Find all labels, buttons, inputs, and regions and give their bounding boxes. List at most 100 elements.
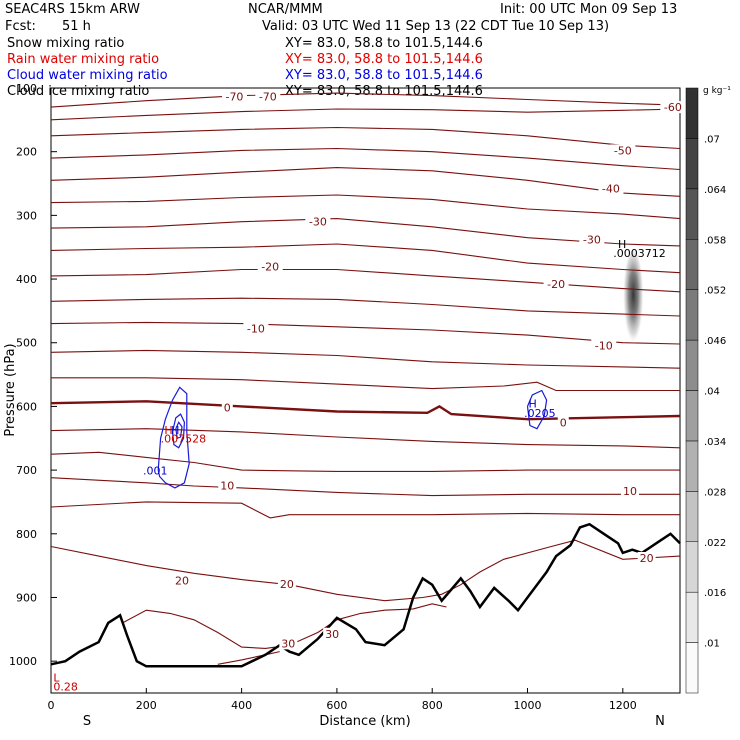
label-backdrop bbox=[610, 144, 636, 157]
snow-mixing-ratio-shading bbox=[622, 250, 644, 350]
isotherm-label: 0 bbox=[224, 402, 231, 415]
isotherm-label: -30 bbox=[583, 234, 601, 247]
label-backdrop bbox=[243, 322, 269, 335]
colorbar-cell bbox=[685, 440, 699, 492]
cloud-water-contour bbox=[175, 421, 183, 440]
isotherm-label: -70 bbox=[259, 90, 277, 103]
isotherm-label: -30 bbox=[309, 216, 327, 229]
isotherm-line bbox=[50, 108, 681, 121]
y-tick-label: 400 bbox=[16, 273, 37, 286]
extremum-label: .0003712 bbox=[613, 247, 666, 260]
label-backdrop bbox=[620, 485, 639, 498]
isotherm-line bbox=[50, 451, 680, 472]
plot-area: -70 -70 -60 -50 -40 -30 -30 -20 -20 -10 -10 0 0 10 10 2… bbox=[50, 87, 686, 694]
x-tick-label: 1000 bbox=[514, 699, 542, 712]
x-tick-label: 200 bbox=[136, 699, 157, 712]
extremum-label: .001 bbox=[143, 465, 168, 478]
colorbar-label: .01 bbox=[704, 639, 720, 650]
center-title: NCAR/MMM bbox=[248, 2, 323, 17]
isotherm-line bbox=[50, 218, 681, 247]
isotherm-line bbox=[50, 539, 681, 602]
isotherm-line bbox=[50, 321, 681, 345]
extremum-label: .0205 bbox=[524, 407, 556, 420]
model-title: SEAC4RS 15km ARW bbox=[5, 2, 140, 17]
colorbar-cell bbox=[685, 188, 699, 240]
temperature-contours bbox=[50, 92, 681, 665]
label-backdrop bbox=[660, 101, 686, 114]
isotherm-line bbox=[50, 268, 681, 293]
forecast-label: Fcst: bbox=[5, 19, 36, 34]
y-tick-label: 600 bbox=[16, 400, 37, 413]
isotherm-label: -20 bbox=[547, 278, 565, 291]
isotherm-label: -60 bbox=[664, 101, 682, 114]
cloud-water-contour bbox=[526, 389, 548, 430]
y-tick-label: 800 bbox=[16, 528, 37, 541]
y-axis-title: Pressure (hPa) bbox=[3, 343, 18, 436]
valid-time: Valid: 03 UTC Wed 11 Sep 13 (22 CDT Tue … bbox=[262, 19, 609, 34]
isotherm-label: 0 bbox=[560, 416, 567, 429]
isotherm-label: 30 bbox=[281, 637, 295, 650]
isotherm-line bbox=[50, 297, 681, 317]
isotherm-line bbox=[50, 194, 681, 220]
extremum-label: H bbox=[618, 238, 626, 251]
isotherm-line bbox=[50, 349, 681, 369]
label-backdrop bbox=[218, 479, 237, 492]
colorbar-label: .022 bbox=[704, 538, 726, 549]
y-tick-label: 900 bbox=[16, 591, 37, 604]
field-name: Cloud water mixing ratio bbox=[7, 68, 168, 83]
x-end-right: N bbox=[655, 714, 665, 729]
isotherm-line bbox=[51, 377, 680, 392]
isotherm-line bbox=[50, 243, 681, 274]
extremum-label: 0.28 bbox=[53, 680, 78, 693]
colorbar-units: g kg⁻¹ bbox=[703, 86, 731, 96]
y-axis: 100 200 300 400 500 600 700 800 900 1000 bbox=[9, 82, 57, 668]
label-backdrop bbox=[257, 260, 283, 273]
isotherm-line bbox=[50, 147, 681, 171]
cloud-water-contour bbox=[171, 413, 186, 449]
x-tick-label: 800 bbox=[422, 699, 443, 712]
isotherm-line bbox=[50, 428, 681, 449]
isotherm-label: 10 bbox=[623, 485, 637, 498]
isotherm-line bbox=[50, 92, 681, 108]
init-time: Init: 00 UTC Mon 09 Sep 13 bbox=[500, 2, 677, 17]
colorbar-label: .052 bbox=[704, 286, 726, 297]
y-tick-label: 1000 bbox=[9, 655, 37, 668]
y-tick-label: 300 bbox=[16, 209, 37, 222]
isotherm-line bbox=[50, 400, 681, 421]
isotherm-line bbox=[50, 477, 680, 497]
colorbar-cell bbox=[685, 390, 699, 442]
label-backdrop bbox=[277, 578, 296, 591]
y-tick-label: 200 bbox=[16, 146, 37, 159]
isotherm-label: -20 bbox=[261, 260, 279, 273]
colorbar-label: .07 bbox=[704, 134, 720, 145]
x-end-left: S bbox=[83, 714, 91, 729]
colorbar-label: .046 bbox=[704, 336, 726, 347]
colorbar-cell bbox=[685, 339, 699, 391]
label-backdrop bbox=[323, 627, 342, 640]
colorbar-label: .028 bbox=[704, 487, 726, 498]
label-backdrop bbox=[221, 401, 233, 414]
label-backdrop bbox=[255, 90, 281, 103]
isotherm-line bbox=[50, 167, 681, 197]
field-list: Snow mixing ratio XY= 83.0, 58.8 to 101.5… bbox=[7, 36, 483, 99]
field-xy: XY= 83.0, 58.8 to 101.5,144.6 bbox=[285, 36, 483, 51]
isotherm-label: -40 bbox=[602, 183, 620, 196]
label-backdrop bbox=[579, 233, 605, 246]
colorbar-label: .016 bbox=[704, 588, 726, 599]
colorbar: .01 .016 .022 .028 .034 .04 .046 .052 .058 .064 .0… bbox=[685, 87, 726, 694]
isotherm-line bbox=[50, 126, 681, 150]
terrain-profile bbox=[50, 522, 681, 668]
field-xy: XY= 83.0, 58.8 to 101.5,144.6 bbox=[285, 52, 483, 67]
colorbar-label: .064 bbox=[704, 185, 726, 196]
colorbar-label: .04 bbox=[704, 387, 720, 398]
y-tick-label: 100 bbox=[16, 82, 37, 95]
isotherm-label: 20 bbox=[640, 552, 654, 565]
isotherm-label: -10 bbox=[595, 339, 613, 352]
label-backdrop bbox=[591, 339, 617, 352]
isotherm-line bbox=[217, 651, 280, 665]
field-xy: XY= 83.0, 58.8 to 101.5,144.6 bbox=[285, 68, 483, 83]
field-name: Snow mixing ratio bbox=[7, 36, 124, 51]
isotherm-label: -50 bbox=[614, 144, 632, 157]
